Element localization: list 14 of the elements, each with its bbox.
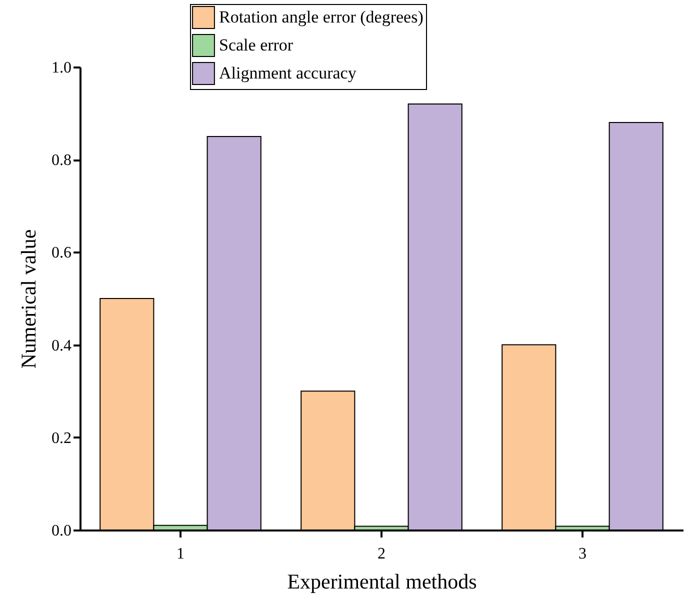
x-tick-label: 3 xyxy=(578,546,586,562)
legend-label: Rotation angle error (degrees) xyxy=(219,8,424,26)
y-tick-label: 0.2 xyxy=(52,430,72,447)
y-tick-label: 1.0 xyxy=(52,60,72,76)
y-axis-title: Numerical value xyxy=(16,229,40,369)
x-axis-title: Experimental methods xyxy=(287,570,477,594)
y-tick-label: 0.0 xyxy=(52,522,72,540)
y-tick-label: 0.6 xyxy=(52,244,72,262)
x-tick-label: 1 xyxy=(176,546,184,562)
legend-label: Scale error xyxy=(219,36,294,54)
x-tick-label: 2 xyxy=(378,546,386,562)
legend-label: Alignment accuracy xyxy=(219,64,357,82)
y-tick-label: 0.4 xyxy=(52,337,72,354)
y-tick-label: 0.8 xyxy=(52,152,72,170)
